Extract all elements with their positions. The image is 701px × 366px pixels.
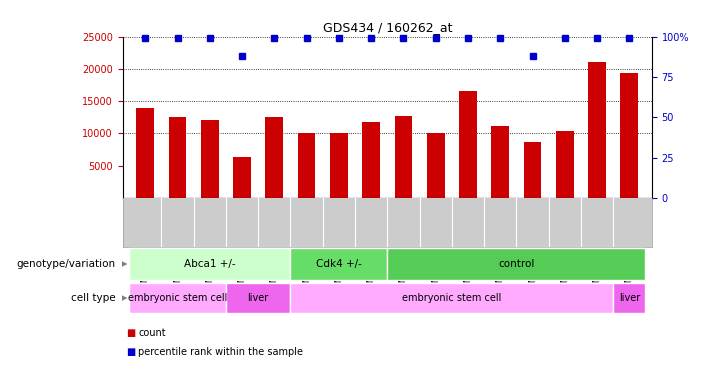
Text: Cdk4 +/-: Cdk4 +/- — [316, 259, 362, 269]
Bar — [524, 142, 541, 198]
Text: Abca1 +/-: Abca1 +/- — [184, 259, 236, 269]
Bar — [491, 126, 509, 198]
Bar — [620, 73, 638, 198]
Bar — [137, 108, 154, 198]
Bar — [588, 63, 606, 198]
Bar — [556, 131, 573, 198]
Bar — [201, 120, 219, 198]
Bar — [290, 249, 387, 280]
Bar — [387, 249, 646, 280]
Text: genotype/variation: genotype/variation — [17, 259, 116, 269]
Bar — [233, 157, 251, 198]
Bar — [266, 117, 283, 198]
Bar — [226, 283, 290, 313]
Text: ■: ■ — [126, 347, 135, 356]
Bar — [330, 133, 348, 198]
Bar — [129, 283, 226, 313]
Bar — [459, 92, 477, 198]
Title: GDS434 / 160262_at: GDS434 / 160262_at — [322, 21, 452, 34]
Bar — [290, 283, 613, 313]
Text: embryonic stem cell: embryonic stem cell — [128, 293, 227, 303]
Bar — [129, 249, 290, 280]
Text: count: count — [138, 328, 165, 338]
Text: ■: ■ — [126, 328, 135, 338]
Bar — [395, 116, 412, 198]
Text: control: control — [498, 259, 535, 269]
Text: cell type: cell type — [71, 293, 116, 303]
Bar — [362, 122, 380, 198]
Text: liver: liver — [619, 293, 640, 303]
Bar — [298, 133, 315, 198]
Bar — [613, 283, 646, 313]
Text: liver: liver — [247, 293, 269, 303]
Bar — [169, 117, 186, 198]
Text: percentile rank within the sample: percentile rank within the sample — [138, 347, 303, 356]
Bar — [427, 133, 444, 198]
Text: embryonic stem cell: embryonic stem cell — [402, 293, 501, 303]
